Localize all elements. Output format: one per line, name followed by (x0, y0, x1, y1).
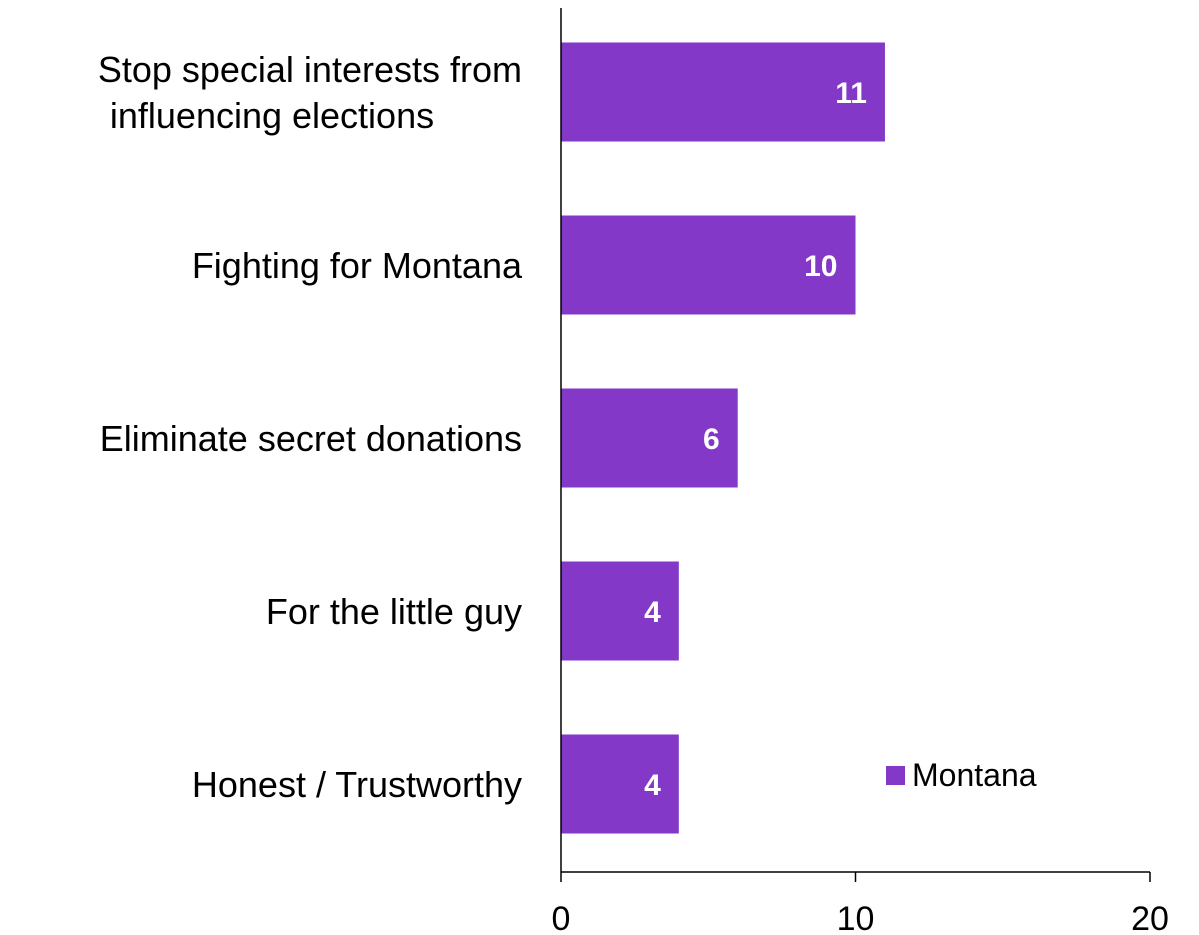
legend: Montana (886, 757, 1037, 793)
category-label: Fighting for Montana (192, 245, 523, 286)
legend-swatch (886, 766, 905, 785)
data-label: 10 (804, 250, 837, 283)
bar-5 (561, 734, 679, 834)
axes: 0 10 20 (552, 8, 1169, 935)
category-label: Eliminate secret donations (100, 418, 522, 459)
category-labels: Stop special interests from influencing e… (98, 49, 523, 805)
bar-2 (561, 215, 856, 315)
bar-1 (561, 42, 885, 142)
category-label: Stop special interests from influencing e… (98, 49, 522, 136)
data-label: 4 (644, 769, 661, 802)
x-tick-label: 20 (1131, 900, 1169, 935)
data-label: 4 (644, 596, 661, 629)
category-label: For the little guy (266, 591, 522, 632)
bar-4 (561, 561, 679, 661)
x-tick-label: 0 (552, 900, 571, 935)
bar-3 (561, 388, 738, 488)
legend-label: Montana (912, 757, 1037, 793)
bars-layer: 11 10 6 4 4 (561, 42, 885, 834)
data-label: 11 (835, 77, 867, 110)
category-label: Honest / Trustworthy (192, 764, 522, 805)
data-label: 6 (703, 423, 720, 456)
x-tick-label: 10 (837, 900, 875, 935)
